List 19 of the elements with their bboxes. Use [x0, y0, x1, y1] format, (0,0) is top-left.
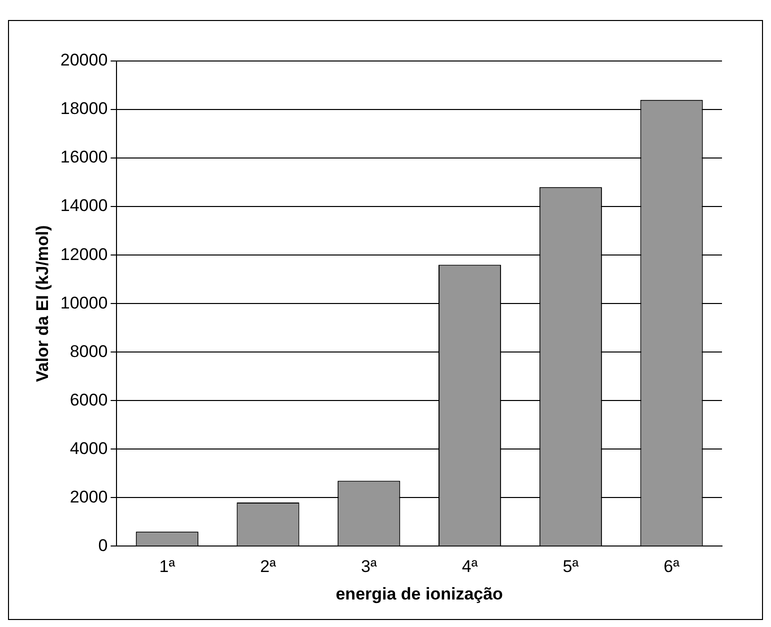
y-tick-label: 12000	[60, 244, 108, 264]
x-tick-label: 5ª	[562, 557, 580, 576]
x-axis-title: energia de ionização	[336, 584, 503, 604]
x-tick-label: 4ª	[462, 557, 478, 576]
y-tick-label: 16000	[60, 148, 108, 167]
y-tick-label: 10000	[60, 293, 108, 312]
x-tick-label: 6ª	[664, 557, 680, 576]
y-tick-label: 0	[98, 536, 108, 555]
y-tick-label: 14000	[60, 196, 108, 216]
y-tick-label: 20000	[60, 50, 108, 70]
y-tick-label: 8000	[70, 342, 108, 361]
y-tick-label: 4000	[70, 438, 108, 458]
x-tick-label: 3ª	[361, 557, 378, 576]
y-axis-title: Valor da EI (kJ/mol)	[32, 225, 52, 382]
y-tick-label: 2000	[70, 487, 108, 506]
y-tick-label: 18000	[60, 99, 108, 118]
x-tick-label: 2ª	[260, 557, 277, 576]
y-tick-label: 6000	[70, 390, 108, 410]
x-tick-label: 1ª	[159, 557, 176, 576]
